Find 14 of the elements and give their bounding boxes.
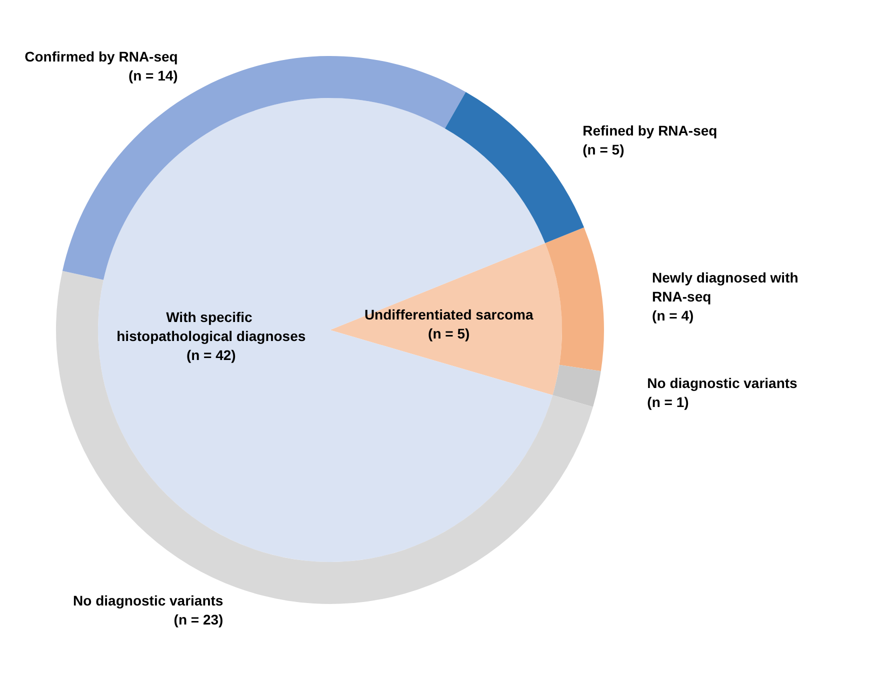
data-label: (n = 23) bbox=[174, 611, 224, 628]
slice-label: With specific histopathological diagnoses bbox=[116, 308, 306, 344]
data-label: (n = 42) bbox=[186, 346, 236, 363]
slice-label: Newly diagnosed with RNA-seq bbox=[652, 269, 802, 304]
slice-label: Confirmed by RNA-seq bbox=[24, 48, 178, 64]
slice-label: No diagnostic variants bbox=[73, 592, 224, 608]
data-label: (n = 14) bbox=[128, 67, 178, 84]
slice-label: Undifferentiated sarcoma bbox=[364, 306, 534, 323]
data-label: (n = 1) bbox=[647, 394, 689, 410]
slice-label: No diagnostic variants bbox=[647, 374, 798, 391]
data-label: (n = 4) bbox=[652, 307, 694, 324]
data-label: (n = 5) bbox=[428, 326, 470, 342]
data-label: (n = 5) bbox=[582, 141, 624, 158]
slice-label: Refined by RNA-seq bbox=[582, 122, 718, 138]
